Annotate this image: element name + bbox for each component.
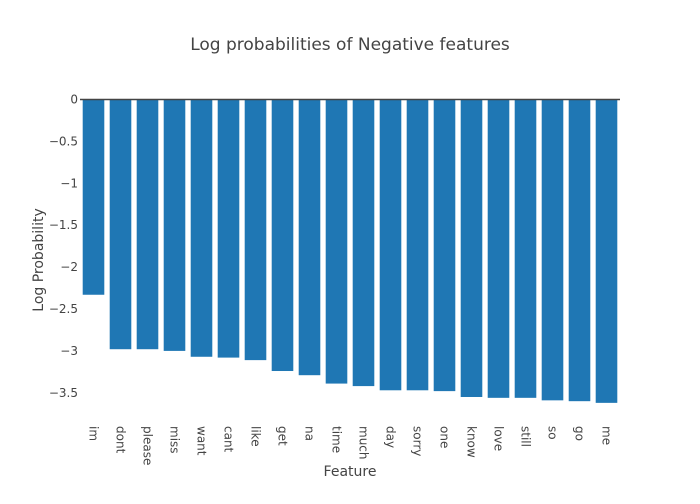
bar-dont — [109, 99, 132, 350]
x-tick-label: me — [600, 426, 614, 445]
bar-love — [487, 99, 510, 398]
bar-still — [514, 99, 537, 398]
x-tick-label: like — [249, 426, 263, 447]
bar-so — [541, 99, 564, 401]
bar-much — [352, 99, 375, 387]
bar-one — [433, 99, 456, 392]
x-tick-label: much — [357, 426, 371, 460]
bar-me — [595, 99, 618, 403]
x-tick-label: know — [465, 426, 479, 458]
chart-title: Log probabilities of Negative features — [190, 35, 510, 55]
bar-na — [298, 99, 321, 376]
bar-want — [190, 99, 213, 357]
bar-know — [460, 99, 483, 397]
x-tick-label: one — [438, 426, 452, 448]
bar-get — [271, 99, 294, 372]
y-tick-label: −0.5 — [49, 134, 78, 148]
x-tick-label: miss — [168, 426, 182, 454]
y-tick-label: −1 — [60, 176, 78, 190]
x-tick-label: so — [546, 426, 560, 440]
x-tick-label: im — [87, 426, 101, 441]
bar-im — [82, 99, 105, 295]
x-tick-label: still — [519, 426, 533, 447]
bar-day — [379, 99, 402, 391]
x-tick-label: cant — [222, 426, 236, 453]
bar-miss — [163, 99, 186, 351]
x-tick-label: want — [195, 426, 209, 456]
x-tick-label: love — [492, 426, 506, 451]
x-tick-label: please — [141, 426, 155, 465]
x-tick-label: go — [573, 426, 587, 441]
x-tick-label: time — [330, 426, 344, 453]
y-tick-label: −3 — [60, 344, 78, 358]
x-axis: im dont please miss want cant like get na time muc… — [87, 426, 614, 465]
bar-go — [568, 99, 591, 402]
y-tick-label: −1.5 — [49, 218, 78, 232]
y-tick-label: −3.5 — [49, 386, 78, 400]
bar-please — [136, 99, 159, 350]
y-tick-label: −2.5 — [49, 302, 78, 316]
bar-sorry — [406, 99, 429, 391]
bar-like — [244, 99, 267, 361]
y-axis-title: Log Probability — [31, 208, 47, 311]
x-tick-label: day — [384, 426, 398, 448]
bar-time — [325, 99, 348, 384]
bar-cant — [217, 99, 240, 358]
bars-group — [82, 99, 618, 403]
x-tick-label: sorry — [411, 426, 425, 456]
y-tick-label: −2 — [60, 260, 78, 274]
x-tick-label: get — [276, 426, 290, 446]
x-tick-label: na — [303, 426, 317, 441]
y-axis: 0 −0.5 −1 −1.5 −2 −2.5 −3 −3.5 — [49, 93, 78, 400]
x-tick-label: dont — [114, 426, 128, 454]
y-tick-label: 0 — [70, 93, 78, 107]
x-axis-title: Feature — [324, 464, 377, 480]
